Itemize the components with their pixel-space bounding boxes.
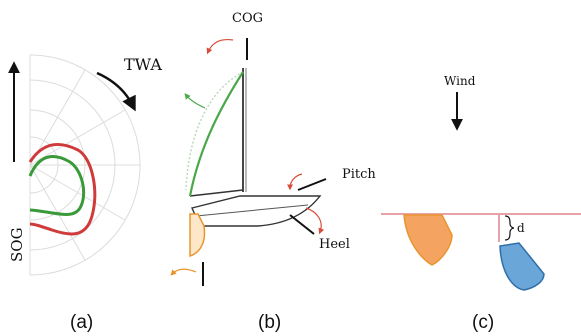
panel-c: Wind d (c)	[381, 74, 581, 333]
cog-rotation-arrow	[206, 38, 234, 55]
panel-b: COG Pitch Heel (b)	[170, 11, 376, 333]
polar-grid	[29, 54, 141, 276]
rudder	[189, 213, 206, 258]
boat-orange	[403, 214, 453, 266]
twa-label: TWA	[124, 55, 162, 74]
wind-label: Wind	[444, 74, 476, 88]
distance-label: d	[517, 221, 525, 235]
sail-ghost	[185, 71, 244, 191]
polar-curve-green	[28, 155, 86, 216]
rudder-rotation-arrow	[170, 268, 197, 276]
sail-rotation-arrow	[184, 93, 206, 109]
heel-rotation-arrow	[305, 207, 325, 235]
twa-arrow	[96, 71, 136, 112]
sog-label: SOG	[8, 227, 26, 262]
caption-c: (c)	[472, 312, 494, 333]
pitch-rotation-arrow	[287, 173, 303, 191]
hull	[191, 195, 322, 227]
caption-a: (a)	[70, 312, 93, 333]
pitch-label: Pitch	[342, 167, 376, 182]
heel-label: Heel	[319, 237, 350, 252]
distance-brace	[504, 215, 515, 241]
mainsail	[188, 71, 244, 197]
cog-label: COG	[232, 11, 263, 26]
caption-b: (b)	[258, 312, 281, 333]
panel-a: SOG TWA (a)	[8, 54, 162, 333]
polar-curve-red	[28, 142, 97, 236]
boom	[189, 189, 244, 197]
boat-blue	[499, 242, 545, 291]
hull-deck-line	[195, 204, 309, 217]
heel-axis-line	[289, 214, 315, 235]
pitch-axis-line	[297, 178, 327, 191]
